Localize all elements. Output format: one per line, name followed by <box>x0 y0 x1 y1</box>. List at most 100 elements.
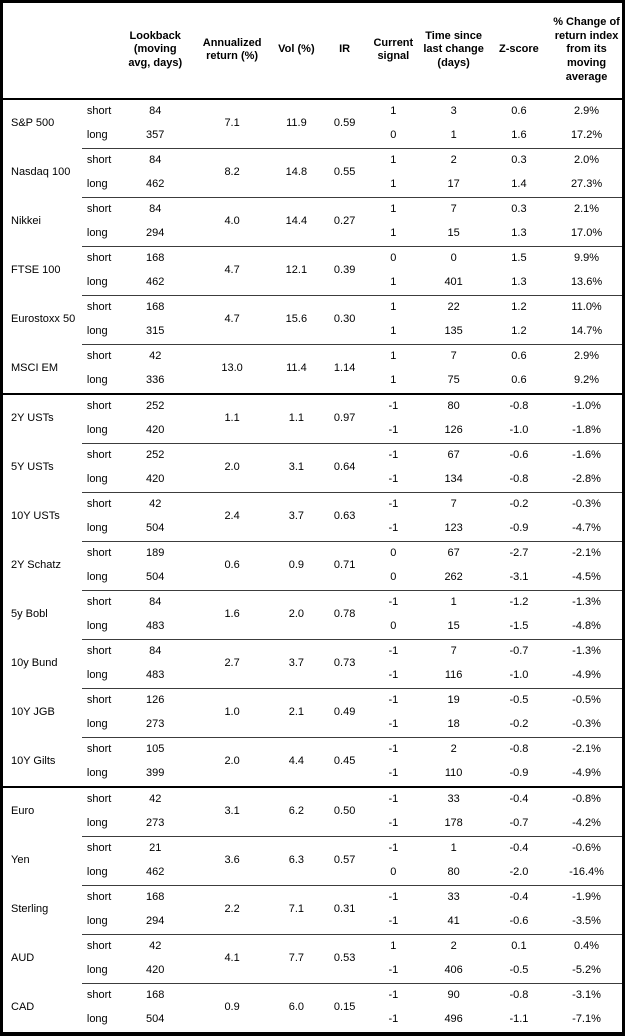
lookback-value: 84 <box>116 196 195 222</box>
table-row: long 273 -1 18 -0.2 -0.3% <box>2 713 624 738</box>
vol-value: 3.7 <box>269 638 324 688</box>
z-score-value: 1.6 <box>511 129 527 141</box>
ir-value: 0.73 <box>323 638 367 688</box>
lookback-value: 420 <box>146 473 165 485</box>
time-since-value: 80 <box>420 392 487 419</box>
z-score-value: -0.5 <box>509 964 529 976</box>
horizon-label: short <box>81 736 117 762</box>
time-since-value: 0 <box>420 245 487 271</box>
lookback-value: 252 <box>116 442 195 468</box>
time-since-value: 126 <box>444 424 463 436</box>
ir-value: 0.64 <box>323 442 367 492</box>
horizon-label: long <box>86 473 108 485</box>
pct-change-value: 9.2% <box>574 374 600 386</box>
lookback-value: 168 <box>116 982 195 1008</box>
table-row: long 420 -1 126 -1.0 -1.8% <box>2 419 624 444</box>
time-since-value: 7 <box>420 638 487 664</box>
table-row: long 336 1 75 0.6 9.2% <box>2 369 624 394</box>
z-score-value: -0.8 <box>486 982 552 1008</box>
pct-change-value: 17.0% <box>570 227 603 239</box>
current-signal-value: 0 <box>366 245 421 271</box>
lookback-value: 294 <box>146 915 165 927</box>
asset-name: 10Y USTs <box>11 510 60 522</box>
current-signal-value: -1 <box>366 589 421 615</box>
z-score-value: -0.4 <box>486 835 552 861</box>
pct-change-value: -2.1% <box>551 540 624 566</box>
z-score-value: -1.0 <box>509 424 529 436</box>
current-signal-value: 1 <box>390 325 397 337</box>
horizon-label: short <box>81 294 117 320</box>
ir-value: 0.15 <box>323 982 367 1034</box>
current-signal-value: 0 <box>390 129 397 141</box>
lookback-value: 168 <box>116 294 195 320</box>
horizon-label: long <box>86 424 108 436</box>
current-signal-value: -1 <box>366 982 421 1008</box>
current-signal-value: -1 <box>388 718 399 730</box>
asset-name: FTSE 100 <box>11 264 61 276</box>
table-row: 10Y USTs short 42 2.4 3.7 0.63 -1 7 -0.2 -0.3% <box>2 491 624 541</box>
pct-change-value: 27.3% <box>570 178 603 190</box>
col-header-ir: IR <box>323 1 367 100</box>
asset-name: 10Y Gilts <box>11 754 56 767</box>
annualized-return-value: 2.0 <box>194 736 270 787</box>
horizon-label: short <box>81 589 117 615</box>
annualized-return-value: 4.7 <box>194 245 270 295</box>
time-since-value: 123 <box>444 522 463 534</box>
lookback-value: 84 <box>116 638 195 664</box>
z-score-value: 1.2 <box>511 325 527 337</box>
time-since-value: 15 <box>447 227 460 239</box>
asset-name: 10Y JGB <box>11 706 55 718</box>
horizon-label: short <box>81 343 117 369</box>
z-score-value: -0.7 <box>509 817 529 829</box>
current-signal-value: 1 <box>390 178 397 190</box>
horizon-label: long <box>86 276 108 288</box>
horizon-label: long <box>86 767 108 779</box>
horizon-label: short <box>81 785 117 812</box>
ir-value: 0.55 <box>323 147 367 197</box>
pct-change-value: -3.1% <box>551 982 624 1008</box>
col-header-current-signal: Current signal <box>366 1 421 100</box>
current-signal-value: 1 <box>366 196 421 222</box>
lookback-value: 357 <box>146 129 165 141</box>
horizon-label: short <box>81 491 117 517</box>
current-signal-value: -1 <box>388 964 399 976</box>
annualized-return-value: 4.0 <box>194 196 270 246</box>
z-score-value: -0.5 <box>486 687 552 713</box>
pct-change-value: -0.3% <box>551 491 624 517</box>
pct-change-value: -1.3% <box>551 638 624 664</box>
pct-change-value: -3.5% <box>572 915 601 927</box>
time-since-value: 1 <box>450 129 457 141</box>
lookback-value: 462 <box>146 866 165 878</box>
time-since-value: 2 <box>420 736 487 762</box>
table-row: long 483 -1 116 -1.0 -4.9% <box>2 664 624 689</box>
lookback-value: 504 <box>146 1013 165 1025</box>
z-score-value: 0.6 <box>486 343 552 369</box>
time-since-value: 41 <box>447 915 460 927</box>
lookback-value: 462 <box>146 178 165 190</box>
annualized-return-value: 0.6 <box>194 540 270 590</box>
table-header: Lookback (moving avg, days) Annualized re… <box>1 1 624 100</box>
pct-change-value: -4.9% <box>572 669 601 681</box>
current-signal-value: -1 <box>388 767 399 779</box>
table-row: long 504 0 262 -3.1 -4.5% <box>2 566 624 591</box>
pct-change-value: -1.9% <box>551 884 624 910</box>
lookback-value: 42 <box>116 343 195 369</box>
ir-value: 0.39 <box>323 245 367 295</box>
asset-name: 2Y USTs <box>1 392 82 443</box>
z-score-value: -1.5 <box>509 620 529 632</box>
ir-value: 0.71 <box>323 540 367 590</box>
horizon-label: long <box>86 522 108 534</box>
z-score-value: -0.8 <box>486 736 552 762</box>
ir-value: 0.30 <box>323 294 367 344</box>
lookback-value: 273 <box>146 718 165 730</box>
horizon-label: short <box>81 933 117 959</box>
lookback-value: 42 <box>116 785 195 812</box>
lookback-value: 84 <box>116 147 195 173</box>
z-score-value: 1.3 <box>511 276 527 288</box>
z-score-value: -0.2 <box>486 491 552 517</box>
lookback-value: 504 <box>146 522 165 534</box>
time-since-value: 33 <box>420 884 487 910</box>
lookback-value: 168 <box>116 245 195 271</box>
table-row: Eurostoxx 50 short 168 4.7 15.6 0.30 1 22 1.2 11.… <box>2 294 624 344</box>
